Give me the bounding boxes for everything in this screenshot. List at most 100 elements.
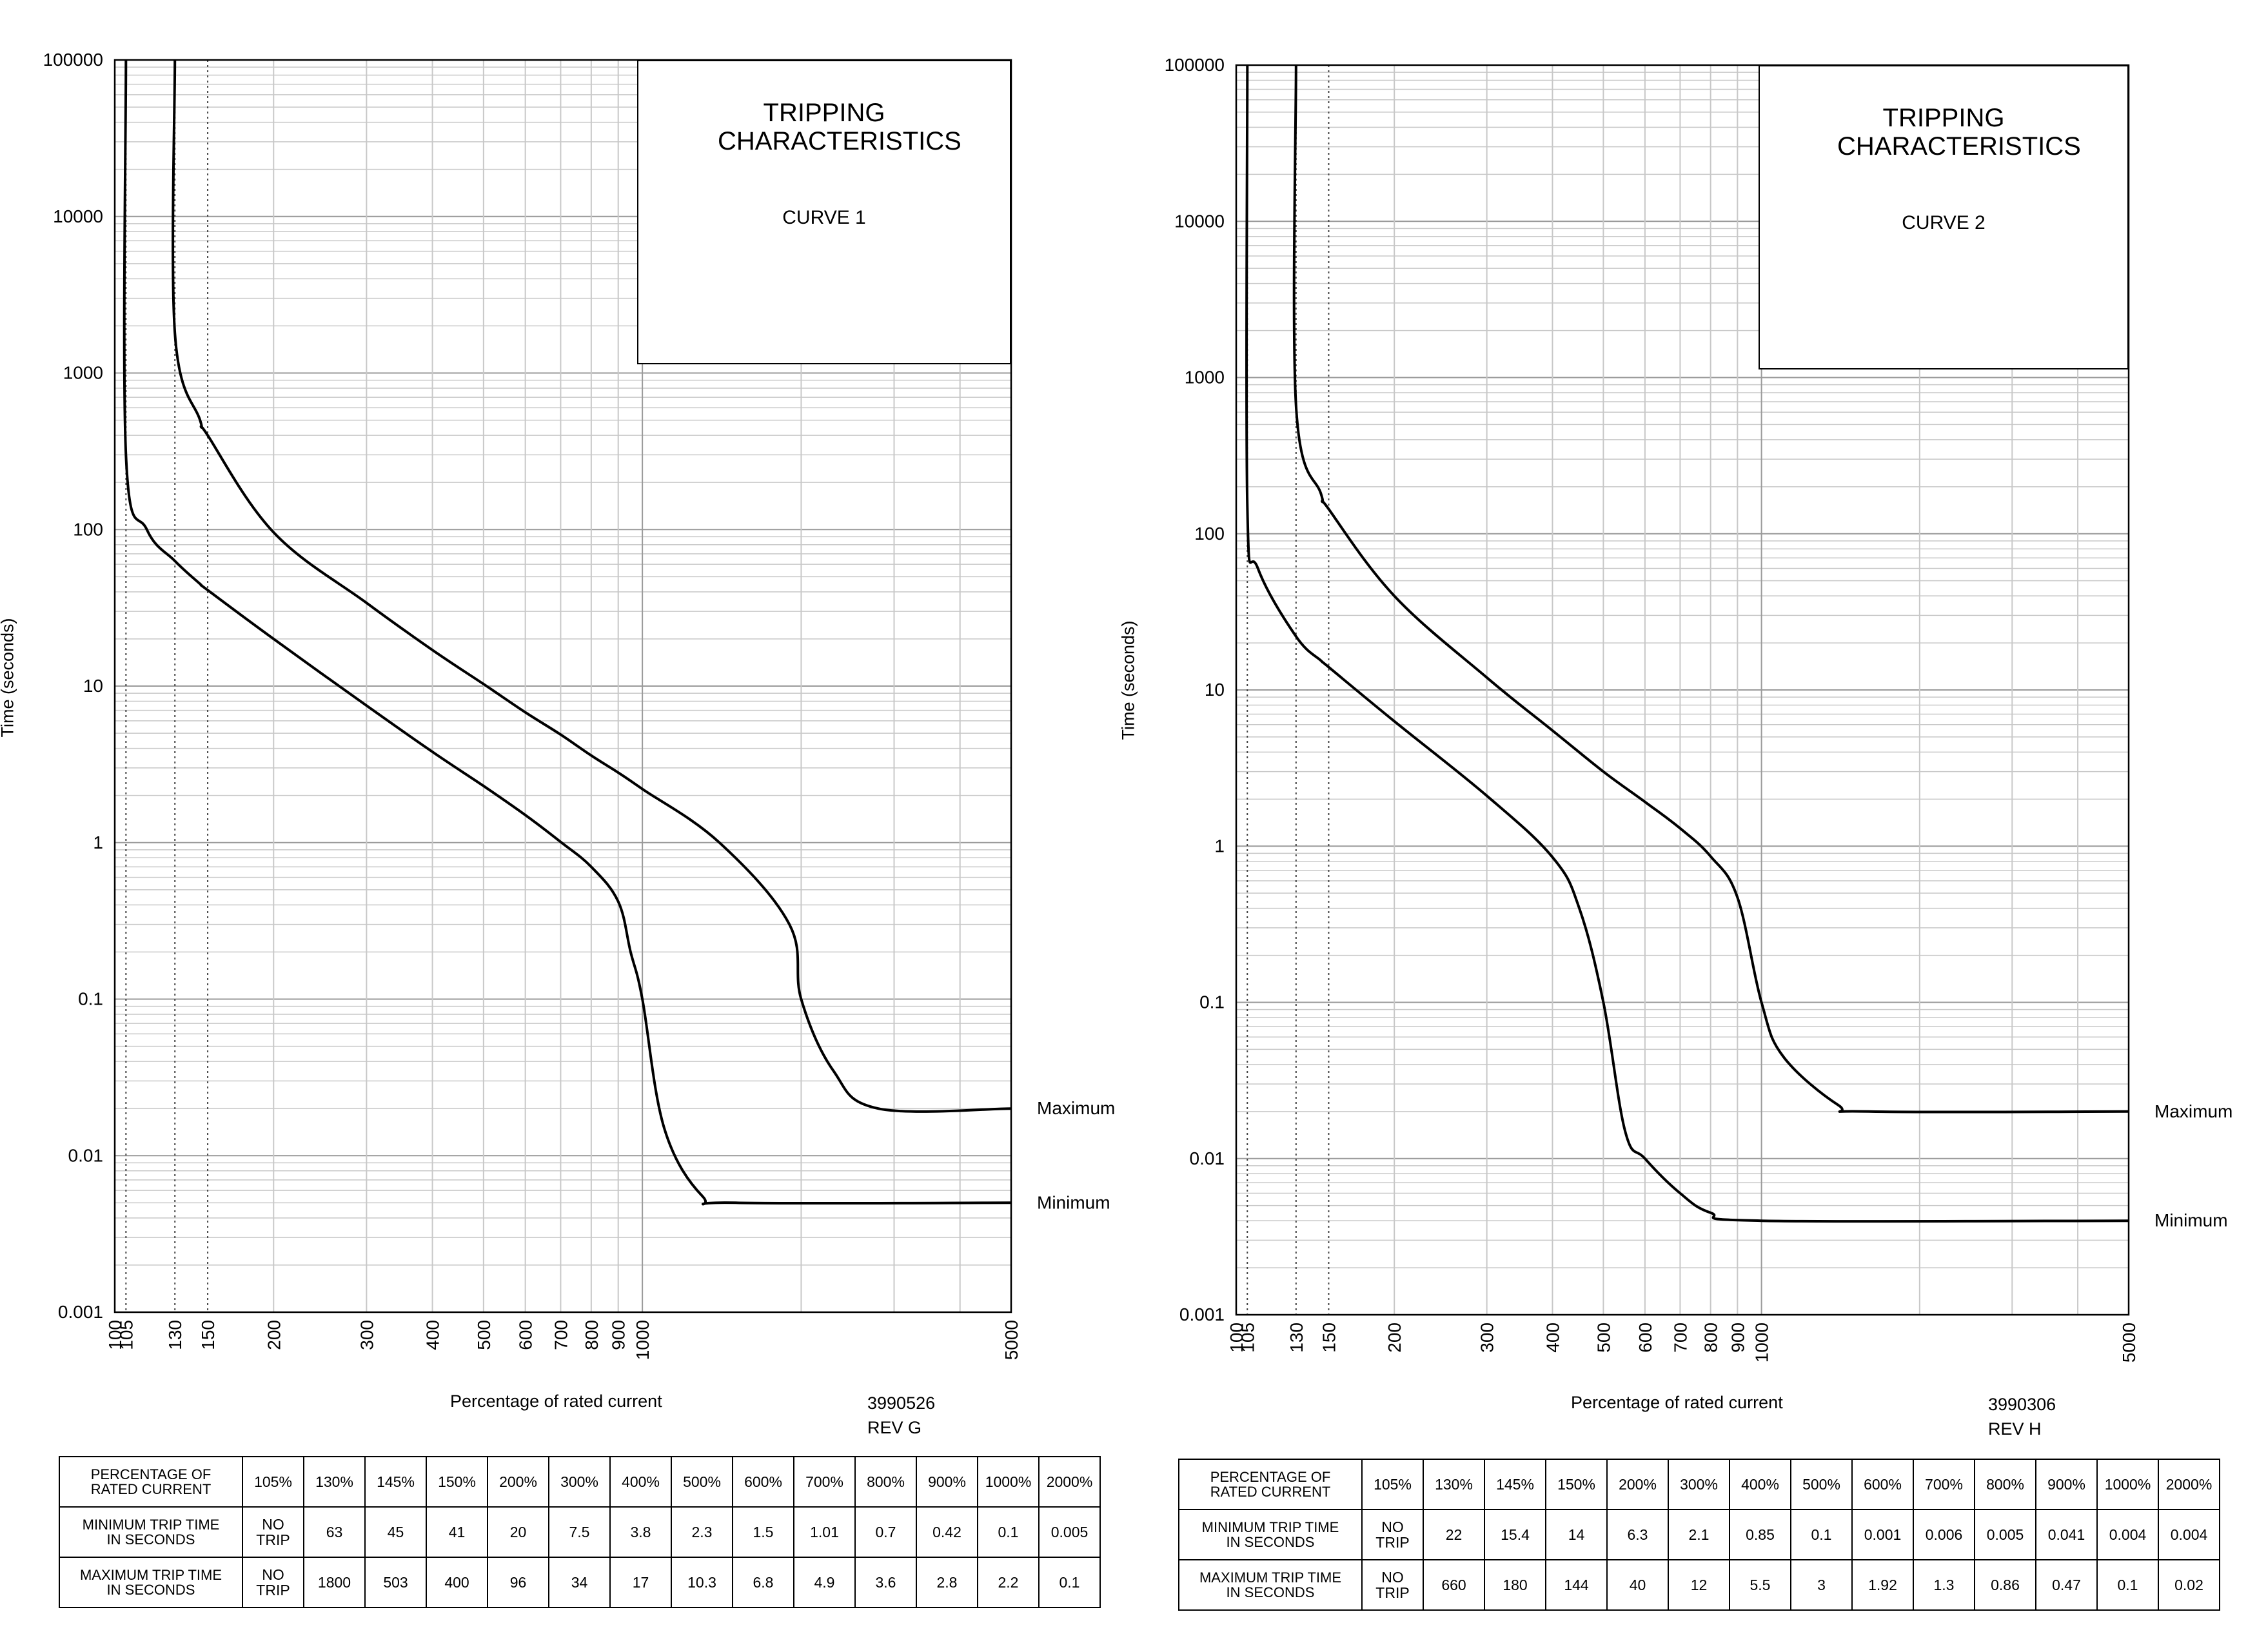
table-cell: NO TRIP	[242, 1557, 304, 1608]
table-cell: 3.8	[609, 1506, 672, 1558]
series-label-maximum: Maximum	[2154, 1101, 2232, 1121]
x-axis-label: Percentage of rated current	[450, 1391, 662, 1411]
title-box: TRIPPING CHARACTERISTICS CURVE 2	[1759, 65, 2129, 369]
table-cell: 10.3	[671, 1557, 733, 1608]
table-cell: 63	[303, 1506, 366, 1558]
table-cell: 400	[426, 1557, 488, 1608]
row-header-cell: PERCENTAGE OF RATED CURRENT	[1178, 1459, 1363, 1510]
table-cell: 7.5	[548, 1506, 611, 1558]
y-tick-label: 1000	[63, 363, 103, 383]
table-cell: 300%	[548, 1456, 611, 1508]
grid	[114, 60, 1012, 1313]
row-header-cell: MAXIMUM TRIP TIME IN SECONDS	[59, 1557, 243, 1608]
row-header-cell: MINIMUM TRIP TIME IN SECONDS	[59, 1506, 243, 1558]
x-tick-label: 100	[105, 1320, 125, 1350]
curve-label: CURVE 2	[1902, 212, 1986, 233]
x-tick-label: 5000	[2119, 1323, 2139, 1362]
x-tick-label: 400	[423, 1320, 443, 1350]
table-header-row: PERCENTAGE OF RATED CURRENT 105% 130% 145% 15…	[59, 1456, 1101, 1508]
x-tick-label: 300	[357, 1320, 377, 1350]
table-cell: 660	[1423, 1559, 1485, 1611]
table-cell: 2000%	[2158, 1459, 2220, 1510]
table-cell: 0.02	[2158, 1559, 2220, 1611]
table-cell: 6.8	[732, 1557, 794, 1608]
row-header-cell: PERCENTAGE OF RATED CURRENT	[59, 1456, 243, 1508]
table-cell: 1000%	[977, 1456, 1040, 1508]
table-cell: 200%	[1606, 1459, 1669, 1510]
chart-title: TRIPPING CHARACTERISTICS	[1837, 104, 2081, 161]
table-row: MAXIMUM TRIP TIME IN SECONDS NO TRIP 660 180 1…	[1178, 1559, 2220, 1611]
x-tick-label: 100	[1227, 1323, 1247, 1353]
table-cell: 1.5	[732, 1506, 794, 1558]
table-cell: 2.3	[671, 1506, 733, 1558]
table-cell: 130%	[303, 1456, 366, 1508]
x-tick-label: 900	[1728, 1323, 1748, 1353]
table-cell: 700%	[1913, 1459, 1975, 1510]
x-tick-label: 500	[1593, 1323, 1613, 1353]
x-tick-label: 200	[264, 1320, 284, 1350]
y-tick-label: 1	[93, 832, 103, 852]
table-cell: 2.8	[916, 1557, 978, 1608]
series-line-minimum	[1245, 64, 2129, 1223]
table-cell: 41	[426, 1506, 488, 1558]
y-axis-label: Time (seconds)	[0, 618, 17, 738]
y-tick-label: 10000	[53, 206, 103, 226]
y-tick-label: 100000	[1165, 55, 1225, 75]
table-cell: 22	[1423, 1509, 1485, 1560]
table-cell: 150%	[426, 1456, 488, 1508]
table-cell: 150%	[1545, 1459, 1608, 1510]
table-cell: 34	[548, 1557, 611, 1608]
y-tick-label: 0.001	[58, 1302, 103, 1322]
table-cell: 5.5	[1729, 1559, 1791, 1611]
table-cell: 145%	[364, 1456, 427, 1508]
table-cell: 0.1	[1790, 1509, 1853, 1560]
x-tick-label: 500	[474, 1320, 494, 1350]
table-cell: 3.6	[854, 1557, 917, 1608]
x-tick-label: 1000	[633, 1320, 653, 1360]
x-tick-label: 1000	[1752, 1323, 1772, 1362]
x-tick-label: 700	[1670, 1323, 1690, 1353]
table-cell: 2000%	[1038, 1456, 1101, 1508]
table-cell: 14	[1545, 1509, 1608, 1560]
y-tick-label: 100	[73, 519, 103, 539]
y-tick-label: 1	[1214, 836, 1225, 856]
series-label-minimum: Minimum	[2154, 1210, 2228, 1230]
trip-time-table: PERCENTAGE OF RATED CURRENT 105% 130% 145% 15…	[1178, 1459, 2220, 1611]
y-tick-label: 10	[1205, 680, 1225, 700]
table-cell: 144	[1545, 1559, 1608, 1611]
table-cell: 0.1	[1038, 1557, 1101, 1608]
plot-frame	[1235, 64, 2130, 1316]
table-cell: 503	[364, 1557, 427, 1608]
table-cell: 4.9	[793, 1557, 856, 1608]
table-cell: 2.2	[977, 1557, 1040, 1608]
y-tick-label: 10000	[1174, 211, 1225, 231]
table-cell: 105%	[242, 1456, 304, 1508]
table-cell: 0.005	[1038, 1506, 1101, 1558]
title-box: TRIPPING CHARACTERISTICS CURVE 1	[637, 60, 1011, 364]
x-tick-label: 5000	[1001, 1320, 1021, 1360]
table-cell: 600%	[1851, 1459, 1914, 1510]
table-cell: NO TRIP	[1361, 1559, 1424, 1611]
x-tick-label: 800	[1701, 1323, 1721, 1353]
y-tick-label: 100000	[43, 50, 103, 70]
table-cell: 1.3	[1913, 1559, 1975, 1611]
table-cell: 200%	[487, 1456, 549, 1508]
table-cell: 0.005	[1974, 1509, 2036, 1560]
table-header-row: PERCENTAGE OF RATED CURRENT 105% 130% 145% 15…	[1178, 1459, 2220, 1510]
table-cell: 0.85	[1729, 1509, 1791, 1560]
series-line-minimum	[123, 59, 1012, 1206]
series-line-maximum	[172, 59, 1012, 1113]
table-cell: 40	[1606, 1559, 1669, 1611]
x-tick-label: 105	[116, 1320, 136, 1350]
x-tick-label: 130	[1286, 1323, 1306, 1353]
table-cell: 145%	[1484, 1459, 1546, 1510]
y-tick-label: 0.001	[1179, 1304, 1225, 1324]
y-tick-label: 0.01	[68, 1145, 104, 1165]
trip-time-table: PERCENTAGE OF RATED CURRENT 105% 130% 145% 15…	[59, 1456, 1101, 1608]
plot-frame	[113, 59, 1012, 1313]
table-cell: 12	[1668, 1559, 1730, 1611]
drawing-reference: 3990306 REV H	[1988, 1393, 2056, 1442]
row-header-cell: MINIMUM TRIP TIME IN SECONDS	[1178, 1509, 1363, 1560]
table-cell: 20	[487, 1506, 549, 1558]
table-cell: 0.004	[2158, 1509, 2220, 1560]
